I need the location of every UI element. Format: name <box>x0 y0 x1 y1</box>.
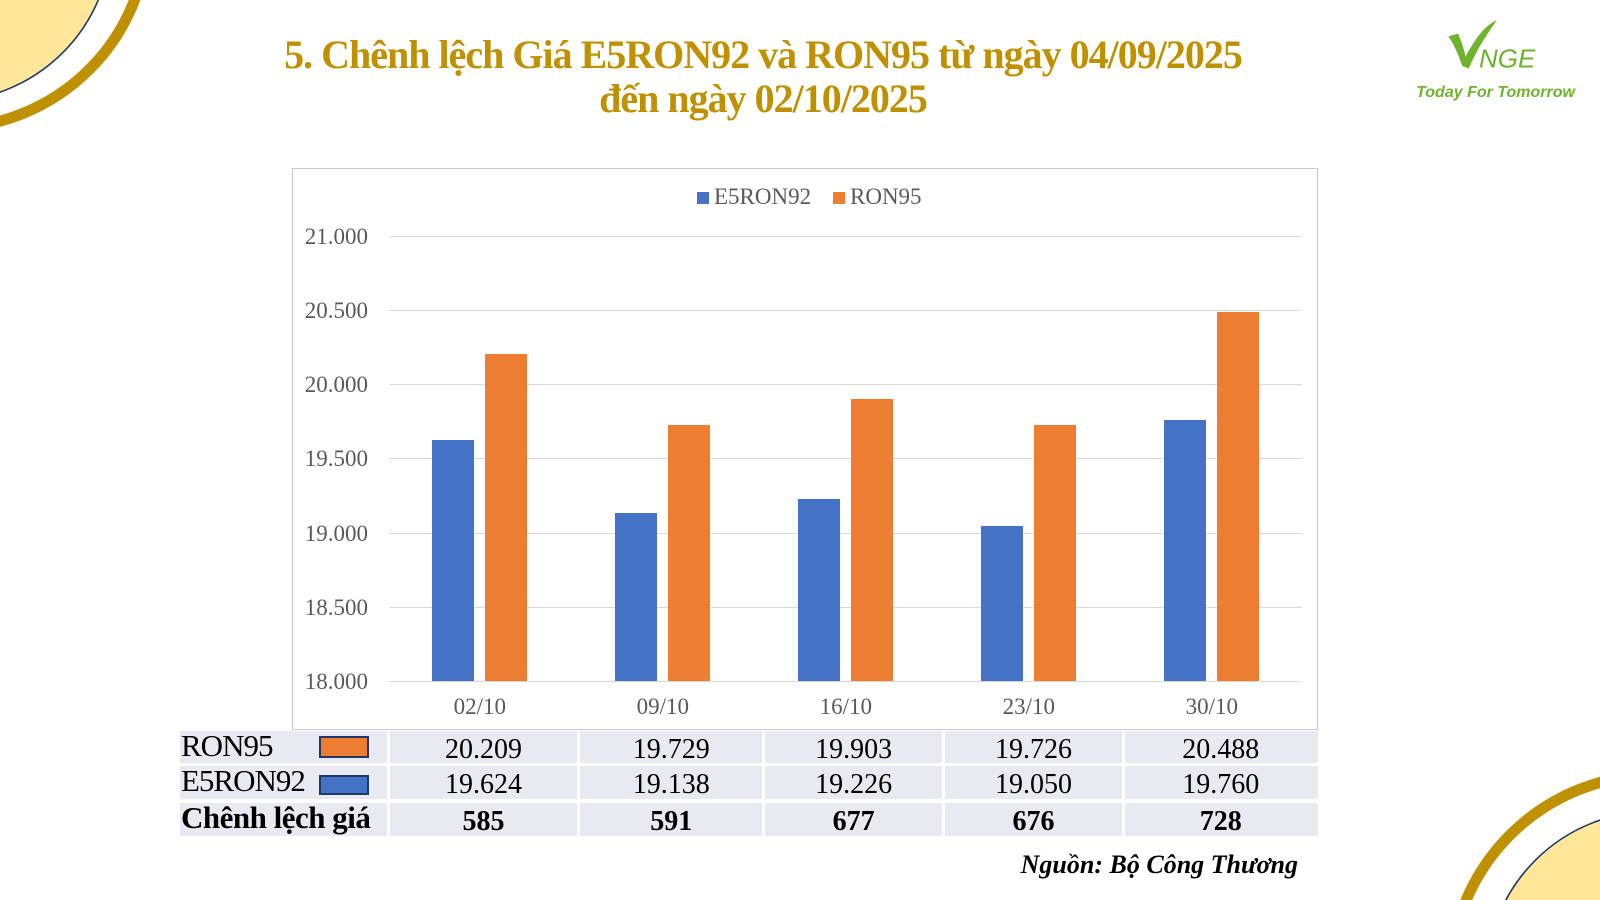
svg-text:NGE: NGE <box>1479 44 1536 74</box>
